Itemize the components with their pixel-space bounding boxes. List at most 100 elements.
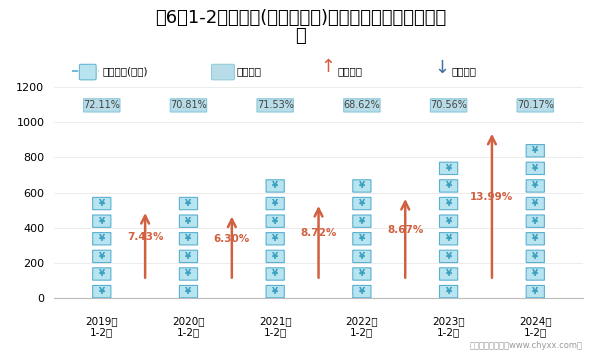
FancyBboxPatch shape <box>439 268 458 280</box>
Text: ¥: ¥ <box>272 252 278 261</box>
FancyBboxPatch shape <box>266 285 284 298</box>
Text: ¥: ¥ <box>532 269 538 278</box>
Text: 累计保费(亿元): 累计保费(亿元) <box>102 66 148 76</box>
FancyBboxPatch shape <box>439 285 458 298</box>
Text: ¥: ¥ <box>445 269 451 278</box>
Text: ¥: ¥ <box>532 146 538 155</box>
FancyBboxPatch shape <box>266 215 284 227</box>
Text: ¥: ¥ <box>272 181 278 190</box>
Text: 72.11%: 72.11% <box>84 100 120 110</box>
Text: 图: 图 <box>295 27 306 45</box>
Text: 制图：智研咨询（www.chyxx.com）: 制图：智研咨询（www.chyxx.com） <box>470 341 583 350</box>
FancyBboxPatch shape <box>353 215 371 227</box>
Text: 6.30%: 6.30% <box>214 234 250 244</box>
FancyBboxPatch shape <box>170 99 207 112</box>
FancyBboxPatch shape <box>93 215 111 227</box>
Text: 7.43%: 7.43% <box>127 232 163 242</box>
FancyBboxPatch shape <box>439 233 458 245</box>
Text: ¥: ¥ <box>532 252 538 261</box>
Text: ¥: ¥ <box>532 217 538 226</box>
Text: ¥: ¥ <box>359 287 365 296</box>
FancyBboxPatch shape <box>517 99 554 112</box>
FancyBboxPatch shape <box>439 250 458 263</box>
FancyBboxPatch shape <box>353 285 371 298</box>
Text: ¥: ¥ <box>186 217 192 226</box>
Text: ¥: ¥ <box>359 252 365 261</box>
FancyBboxPatch shape <box>179 233 198 245</box>
Text: ¥: ¥ <box>532 234 538 243</box>
Text: ¥: ¥ <box>272 199 278 208</box>
FancyBboxPatch shape <box>430 99 467 112</box>
FancyBboxPatch shape <box>179 197 198 210</box>
Text: 2019年
1-2月: 2019年 1-2月 <box>85 316 118 337</box>
Text: ¥: ¥ <box>99 287 105 296</box>
FancyBboxPatch shape <box>266 250 284 263</box>
Text: ¥: ¥ <box>359 199 365 208</box>
Text: ¥: ¥ <box>99 252 105 261</box>
Text: ¥: ¥ <box>186 252 192 261</box>
Text: 71.53%: 71.53% <box>257 100 294 110</box>
Text: 寿险占比: 寿险占比 <box>237 66 262 76</box>
Text: ¥: ¥ <box>272 287 278 296</box>
Text: 8.67%: 8.67% <box>387 225 424 235</box>
Text: ¥: ¥ <box>359 181 365 190</box>
Text: 2022年
1-2月: 2022年 1-2月 <box>346 316 378 337</box>
FancyBboxPatch shape <box>526 268 545 280</box>
Text: 2023年
1-2月: 2023年 1-2月 <box>432 316 465 337</box>
Text: ¥: ¥ <box>99 234 105 243</box>
Text: ¥: ¥ <box>532 287 538 296</box>
Text: ¥: ¥ <box>532 164 538 173</box>
FancyBboxPatch shape <box>179 285 198 298</box>
Text: 2020年
1-2月: 2020年 1-2月 <box>172 316 205 337</box>
FancyBboxPatch shape <box>179 215 198 227</box>
Text: ¥: ¥ <box>445 199 451 208</box>
FancyBboxPatch shape <box>266 233 284 245</box>
Text: ¥: ¥ <box>99 269 105 278</box>
FancyBboxPatch shape <box>353 197 371 210</box>
Text: ¥: ¥ <box>99 199 105 208</box>
FancyBboxPatch shape <box>84 99 120 112</box>
Text: 68.62%: 68.62% <box>344 100 380 110</box>
Text: ¥: ¥ <box>359 217 365 226</box>
Text: ¥: ¥ <box>445 234 451 243</box>
FancyBboxPatch shape <box>526 162 545 175</box>
FancyBboxPatch shape <box>526 233 545 245</box>
FancyBboxPatch shape <box>266 180 284 192</box>
FancyBboxPatch shape <box>93 268 111 280</box>
FancyBboxPatch shape <box>526 250 545 263</box>
Text: 8.72%: 8.72% <box>300 228 337 238</box>
Text: ¥: ¥ <box>359 234 365 243</box>
Text: ¥: ¥ <box>186 199 192 208</box>
Text: ¥: ¥ <box>272 269 278 278</box>
Text: ¥: ¥ <box>445 164 451 173</box>
Text: ¥: ¥ <box>272 234 278 243</box>
FancyBboxPatch shape <box>344 99 380 112</box>
Text: ¥: ¥ <box>532 199 538 208</box>
FancyBboxPatch shape <box>353 250 371 263</box>
Text: ¥: ¥ <box>532 181 538 190</box>
Text: ↓: ↓ <box>434 59 450 76</box>
Text: 2021年
1-2月: 2021年 1-2月 <box>259 316 291 337</box>
Text: 同比增加: 同比增加 <box>338 66 363 76</box>
Text: 近6年1-2月浙江省(不含宁波市)累计原保险保费收入统计: 近6年1-2月浙江省(不含宁波市)累计原保险保费收入统计 <box>155 9 446 27</box>
Text: ¥: ¥ <box>186 269 192 278</box>
Text: 70.17%: 70.17% <box>517 100 554 110</box>
Text: 70.81%: 70.81% <box>170 100 207 110</box>
FancyBboxPatch shape <box>526 215 545 227</box>
Text: ¥: ¥ <box>99 217 105 226</box>
FancyBboxPatch shape <box>266 268 284 280</box>
FancyBboxPatch shape <box>93 233 111 245</box>
Text: ¥: ¥ <box>445 252 451 261</box>
Text: ¥: ¥ <box>445 287 451 296</box>
FancyBboxPatch shape <box>439 162 458 175</box>
FancyBboxPatch shape <box>353 233 371 245</box>
Text: 同比减少: 同比减少 <box>452 66 477 76</box>
Text: ¥: ¥ <box>359 269 365 278</box>
FancyBboxPatch shape <box>353 180 371 192</box>
FancyBboxPatch shape <box>439 180 458 192</box>
FancyBboxPatch shape <box>353 268 371 280</box>
FancyBboxPatch shape <box>179 268 198 280</box>
FancyBboxPatch shape <box>526 285 545 298</box>
FancyBboxPatch shape <box>526 144 545 157</box>
FancyBboxPatch shape <box>439 197 458 210</box>
